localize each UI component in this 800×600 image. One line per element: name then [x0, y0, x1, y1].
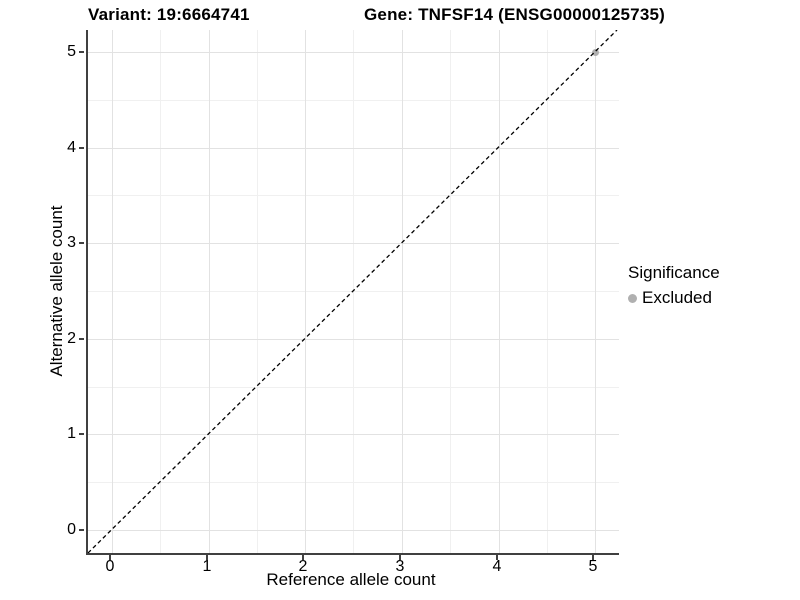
gridline-minor-h: [88, 291, 619, 292]
x-tick-mark: [206, 555, 208, 560]
plot-title-variant: Variant: 19:6664741: [88, 5, 250, 24]
identity-line: [88, 30, 618, 553]
gridline-major-h: [88, 52, 619, 53]
gridline-major-h: [88, 148, 619, 149]
x-axis-title: Reference allele count: [266, 570, 436, 589]
x-tick-label: 2: [298, 558, 308, 575]
legend-key-circle-icon: [628, 293, 637, 303]
x-tick-label: 4: [492, 558, 502, 575]
gridline-major-h: [88, 434, 619, 435]
gridline-minor-h: [88, 387, 619, 388]
x-tick-mark: [592, 555, 594, 560]
legend-entry-label: Excluded: [642, 288, 712, 307]
gridline-major-v: [209, 30, 210, 553]
gridline-major-v: [499, 30, 500, 553]
gridline-minor-h: [88, 482, 619, 483]
y-tick-mark: [79, 433, 84, 435]
x-tick-mark: [302, 555, 304, 560]
x-tick-label: 3: [395, 558, 405, 575]
gridline-minor-h: [88, 100, 619, 101]
y-tick-mark: [79, 242, 84, 244]
y-tick-label: 0: [67, 521, 76, 538]
plot-panel: [86, 30, 619, 555]
gridline-major-h: [88, 243, 619, 244]
y-tick-mark: [79, 51, 84, 53]
y-tick-mark: [79, 147, 84, 149]
y-axis-title: Alternative allele count: [47, 205, 66, 377]
y-tick-label: 2: [67, 330, 76, 347]
legend: Significance Excluded: [628, 263, 720, 308]
x-tick-label: 0: [105, 558, 115, 575]
gridline-major-v: [112, 30, 113, 553]
legend-entry-excluded: Excluded: [628, 288, 720, 308]
gridline-minor-h: [88, 195, 619, 196]
y-tick-label: 5: [67, 43, 76, 60]
data-point-excluded: [592, 49, 599, 56]
x-tick-label: 5: [588, 558, 598, 575]
x-tick-mark: [109, 555, 111, 560]
y-tick-label: 4: [67, 139, 76, 156]
gridline-major-h: [88, 530, 619, 531]
plot-title-gene: Gene: TNFSF14 (ENSG00000125735): [364, 5, 666, 24]
gridline-major-v: [402, 30, 403, 553]
y-tick-label: 1: [67, 425, 76, 442]
x-tick-mark: [399, 555, 401, 560]
gridline-major-h: [88, 339, 619, 340]
y-tick-mark: [79, 338, 84, 340]
x-tick-mark: [496, 555, 498, 560]
legend-title: Significance: [628, 263, 720, 282]
gridline-major-v: [595, 30, 596, 553]
x-tick-label: 1: [202, 558, 212, 575]
y-tick-mark: [79, 529, 84, 531]
y-tick-label: 3: [67, 234, 76, 251]
gridline-major-v: [305, 30, 306, 553]
